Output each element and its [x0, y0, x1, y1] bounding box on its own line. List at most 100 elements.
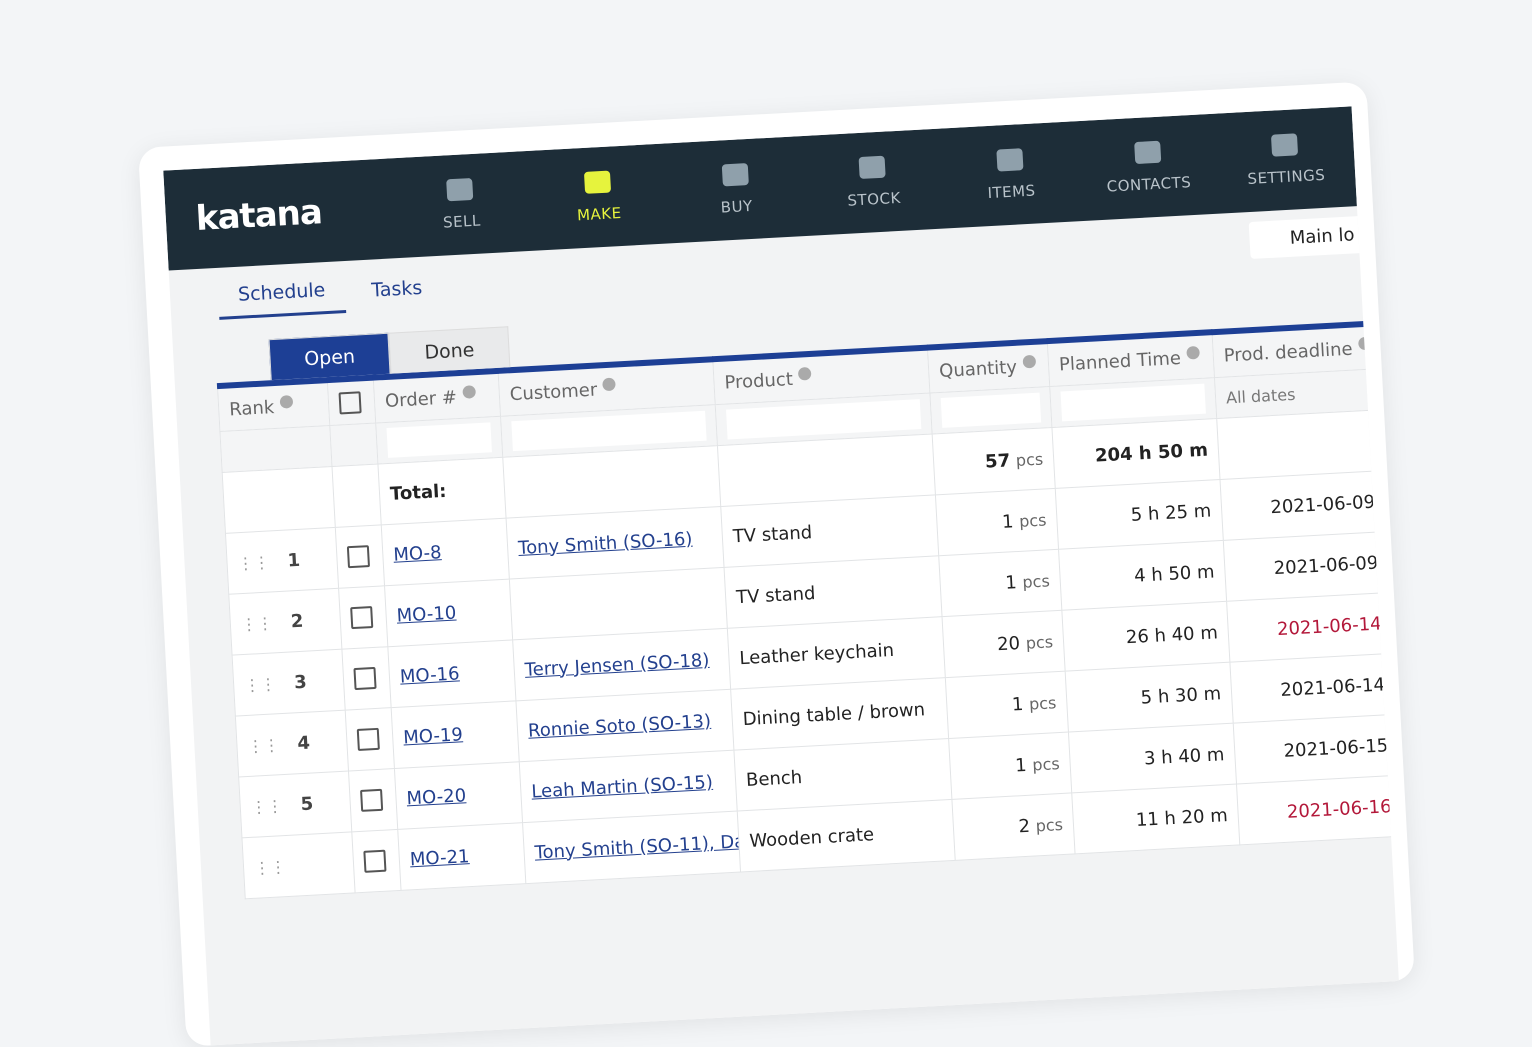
product: Wooden crate — [737, 799, 956, 872]
filter-input[interactable] — [1060, 383, 1206, 422]
info-icon — [279, 395, 294, 409]
header-text: Prod. deadline — [1223, 338, 1354, 367]
tab[interactable]: Schedule — [217, 278, 347, 320]
filter-input[interactable] — [940, 392, 1042, 428]
deadline: 2021-06-16 — [1236, 775, 1400, 845]
total-label: Total: — [377, 457, 507, 525]
nav-icon — [858, 155, 886, 179]
nav-item[interactable]: BUY — [666, 160, 806, 219]
checkbox-cell — [338, 585, 388, 650]
rank-cell: ⋮⋮ 3 — [232, 649, 346, 717]
unit: pcs — [1015, 449, 1044, 470]
planned-time: 26 h 40 m — [1061, 601, 1230, 672]
nav-item[interactable]: SELL — [391, 175, 531, 234]
customer-link[interactable]: Ronnie Soto (SO-13) — [527, 710, 712, 742]
checkbox[interactable] — [346, 545, 371, 569]
unit: pcs — [1031, 753, 1061, 775]
cell — [332, 463, 382, 528]
quantity: 20 — [996, 632, 1021, 655]
order-cell: MO-8 — [381, 518, 510, 586]
order-link[interactable]: MO-10 — [396, 601, 457, 627]
deadline: 2021-06-15 — [1233, 714, 1400, 785]
nav-item[interactable]: CONTACTS — [1078, 138, 1218, 197]
customer-link[interactable]: Tony Smith (SO-11), Da — [534, 830, 741, 864]
drag-handle[interactable]: ⋮⋮ — [246, 734, 280, 756]
filter-input[interactable] — [386, 422, 492, 458]
customer-link[interactable]: Terry Jensen (SO-18) — [524, 649, 710, 681]
drag-handle[interactable]: ⋮⋮ — [253, 856, 287, 878]
total-quantity-value: 57 — [984, 449, 1011, 473]
rank: 3 — [293, 671, 308, 693]
filter-input[interactable] — [726, 399, 922, 440]
location-selector[interactable]: Main lo — [1248, 215, 1370, 259]
drag-handle[interactable]: ⋮⋮ — [243, 673, 277, 695]
nav-label: SETTINGS — [1247, 165, 1326, 189]
deadline: 2021-06-09 — [1223, 531, 1391, 602]
tab[interactable]: Tasks — [370, 276, 423, 302]
filter-cell — [329, 423, 378, 467]
rank: 4 — [296, 732, 311, 754]
logo[interactable]: katana — [194, 192, 323, 239]
nav-label: STOCK — [847, 188, 902, 210]
rank: 1 — [286, 549, 301, 572]
column-header: Quantity — [927, 341, 1050, 394]
order-link[interactable]: MO-20 — [405, 784, 467, 809]
order-link[interactable]: MO-8 — [392, 541, 443, 566]
header-text: Product — [724, 368, 794, 394]
rank-cell: ⋮⋮ 5 — [238, 771, 352, 838]
deadline: 2021-06-14 — [1229, 653, 1397, 724]
cell — [1216, 409, 1384, 480]
order-cell: MO-16 — [387, 639, 516, 708]
drag-handle[interactable]: ⋮⋮ — [237, 552, 271, 573]
nav-label: SELL — [442, 211, 482, 232]
header-text: Planned Time — [1058, 347, 1182, 376]
drag-handle[interactable]: ⋮⋮ — [250, 795, 284, 817]
nav-icon — [721, 163, 749, 187]
customer-link[interactable]: Leah Martin (SO-15) — [530, 771, 714, 803]
rank: 2 — [290, 610, 304, 632]
subtab[interactable]: Done — [388, 326, 511, 374]
quantity-cell: 1 pcs — [948, 732, 1072, 800]
info-icon — [462, 385, 476, 399]
subtab[interactable]: Open — [268, 332, 391, 381]
order-link[interactable]: MO-21 — [409, 845, 470, 870]
checkbox[interactable] — [353, 666, 377, 691]
rank-cell: ⋮⋮ 4 — [235, 710, 349, 777]
rank-cell: ⋮⋮ 2 — [228, 588, 342, 656]
checkbox-cell — [335, 524, 385, 589]
nav-item[interactable]: MAKE — [528, 167, 668, 226]
rank — [303, 855, 304, 876]
select-all — [327, 377, 376, 426]
nav-label: ITEMS — [987, 181, 1037, 203]
customer-link[interactable]: Tony Smith (SO-16) — [517, 528, 693, 559]
checkbox[interactable] — [350, 606, 374, 630]
filter-cell — [219, 425, 333, 473]
checkbox[interactable] — [363, 849, 387, 873]
filter-cell — [375, 416, 503, 464]
header-text: Order # — [384, 387, 458, 412]
quantity-cell: 1 pcs — [938, 549, 1062, 617]
order-link[interactable]: MO-19 — [402, 723, 464, 749]
total-time: 204 h 50 m — [1051, 418, 1221, 489]
order-link[interactable]: MO-16 — [399, 662, 461, 688]
page: katana SELL MAKE BUY STOCK ITEMS CONTACTS SETT… — [138, 81, 1415, 1047]
drag-handle[interactable]: ⋮⋮ — [240, 612, 274, 634]
quantity-cell: 2 pcs — [951, 792, 1076, 861]
rank-cell: ⋮⋮ 1 — [225, 527, 339, 595]
checkbox[interactable] — [356, 727, 380, 751]
nav-item[interactable]: ITEMS — [941, 145, 1081, 204]
checkbox[interactable] — [338, 391, 362, 415]
nav-label: MAKE — [576, 203, 623, 225]
filter-cell — [929, 386, 1052, 434]
checkbox-cell — [351, 829, 402, 893]
filter-input[interactable] — [511, 410, 707, 452]
nav-item[interactable]: STOCK — [803, 153, 943, 212]
date-filter[interactable]: All dates — [1225, 384, 1296, 408]
nav-item[interactable]: SETTINGS — [1215, 130, 1355, 189]
order-cell: MO-20 — [394, 761, 523, 830]
checkbox[interactable] — [360, 788, 384, 812]
rank-cell: ⋮⋮ — [241, 831, 356, 899]
unit: pcs — [1018, 509, 1047, 531]
nav-icon — [1271, 133, 1299, 157]
schedule-table: Rank Order # Customer Product Quantity Planne… — [216, 320, 1400, 900]
